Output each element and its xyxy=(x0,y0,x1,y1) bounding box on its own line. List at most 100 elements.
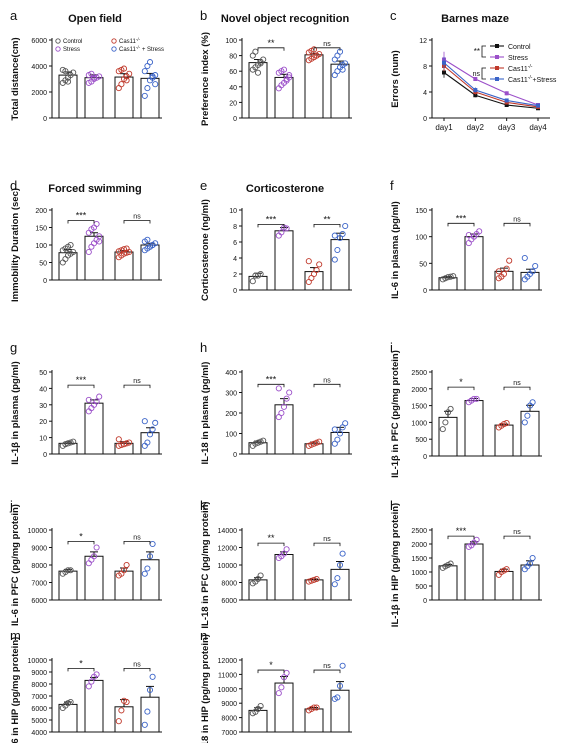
data-point xyxy=(149,673,156,680)
panel-j: jIL-6 in PFC (pg/mg protein) 6000 7000 8000… xyxy=(9,498,162,626)
y-tick-label: 6 xyxy=(233,240,237,247)
data-point xyxy=(93,398,100,405)
y-tick-label: 12000 xyxy=(218,658,238,665)
data-point xyxy=(115,718,122,725)
data-point xyxy=(316,261,323,268)
y-axis-label: Corticosterone (ng/ml) xyxy=(200,199,211,301)
significance-label: *** xyxy=(456,526,467,536)
data-point xyxy=(123,245,130,252)
data-point xyxy=(144,708,151,715)
significance-bracket xyxy=(67,540,95,545)
data-point xyxy=(283,225,290,232)
legend-entry: Cas11-/- xyxy=(119,37,141,45)
y-tick-label: 0 xyxy=(423,288,427,295)
data-point xyxy=(473,88,478,93)
y-tick-label: 9000 xyxy=(221,701,237,708)
data-point xyxy=(120,441,128,448)
data-point xyxy=(70,248,77,256)
data-point xyxy=(334,436,341,443)
data-point xyxy=(500,270,508,278)
significance-bracket xyxy=(257,224,285,228)
y-axis-label: Immobility Duration (sec) xyxy=(10,188,21,302)
y-tick-label: 0 xyxy=(43,452,47,459)
data-point xyxy=(64,78,72,85)
panel-i: iIL-1β in PFC (pg/mg protein) 0 500 1000 150… xyxy=(390,340,542,478)
data-point xyxy=(149,426,156,433)
bar xyxy=(140,244,160,281)
panel-k: kIL-18 in PFC (pg/mg protein) 6000 8000 100… xyxy=(200,498,352,629)
data-point xyxy=(123,561,130,569)
data-point xyxy=(141,92,148,99)
data-point xyxy=(473,536,480,543)
data-point xyxy=(67,241,74,249)
legend-entry: Cas11-/- xyxy=(508,64,533,73)
y-tick-label: 10 xyxy=(39,436,47,443)
data-point xyxy=(67,439,74,446)
data-point xyxy=(465,232,472,239)
significance-bracket xyxy=(257,669,285,674)
data-point xyxy=(342,60,349,67)
panel-letter: e xyxy=(200,178,207,193)
panel-letter: m xyxy=(10,628,21,643)
significance-bracket xyxy=(313,669,341,674)
y-tick-label: 150 xyxy=(415,208,427,215)
y-tick-label: 9000 xyxy=(31,670,47,677)
data-point xyxy=(62,441,69,448)
data-point xyxy=(342,420,349,427)
legend-marker xyxy=(55,46,61,52)
y-tick-label: 100 xyxy=(225,38,237,45)
legend-marker xyxy=(495,66,499,70)
y-tick-label: 0 xyxy=(423,454,427,461)
data-point xyxy=(334,694,341,701)
data-point xyxy=(439,426,446,433)
data-point xyxy=(144,85,151,92)
data-point xyxy=(286,74,293,81)
y-tick-label: 0 xyxy=(43,278,47,285)
significance-bracket xyxy=(481,45,486,58)
y-tick-label: 2000 xyxy=(411,387,427,394)
significance-label: ns xyxy=(133,214,141,221)
y-tick-label: 14000 xyxy=(218,528,238,535)
data-point xyxy=(447,273,454,280)
data-point xyxy=(115,442,122,449)
panel-letter: a xyxy=(10,8,18,23)
panel-letter: b xyxy=(200,8,207,23)
x-tick-label: day3 xyxy=(498,123,516,132)
chart-title: Forced swimming xyxy=(48,183,142,195)
significance-bracket xyxy=(447,535,475,540)
bar xyxy=(140,696,160,733)
data-point xyxy=(67,698,74,706)
y-tick-label: 0 xyxy=(43,116,47,123)
panel-h: h IL-18 in plasma (pg/ml) 0 100 200 300 400 ***… xyxy=(200,340,352,464)
data-point xyxy=(252,48,259,55)
bar xyxy=(304,271,324,291)
y-tick-label: 10000 xyxy=(218,687,238,694)
data-point xyxy=(473,395,480,402)
y-tick-label: 8000 xyxy=(31,563,47,570)
y-tick-label: 4 xyxy=(233,256,237,263)
y-tick-label: 200 xyxy=(225,411,237,418)
data-point xyxy=(280,674,288,681)
significance-label: ** xyxy=(267,533,275,543)
significance-bracket xyxy=(313,224,341,228)
legend-entry: Stress xyxy=(508,55,528,62)
y-axis-label: IL-18 in PFC (pg/mg protein) xyxy=(200,501,211,628)
significance-bracket xyxy=(503,535,531,540)
legend-entry: Control xyxy=(508,44,531,51)
data-point xyxy=(334,246,341,254)
chart-title: Open field xyxy=(68,13,122,25)
data-point xyxy=(257,270,264,278)
significance-bracket xyxy=(67,668,95,672)
data-point xyxy=(476,228,483,235)
y-tick-label: 4000 xyxy=(31,64,47,71)
bar xyxy=(58,703,78,733)
y-tick-label: 100 xyxy=(415,235,427,242)
data-point xyxy=(141,418,148,425)
data-point xyxy=(280,66,288,73)
data-point xyxy=(442,419,449,426)
y-axis-label: IL-1β in PFC (pg/mg protein) xyxy=(390,350,401,478)
data-point xyxy=(473,77,478,81)
bar xyxy=(84,402,104,455)
bar xyxy=(330,239,350,291)
y-tick-label: 0 xyxy=(423,598,427,605)
